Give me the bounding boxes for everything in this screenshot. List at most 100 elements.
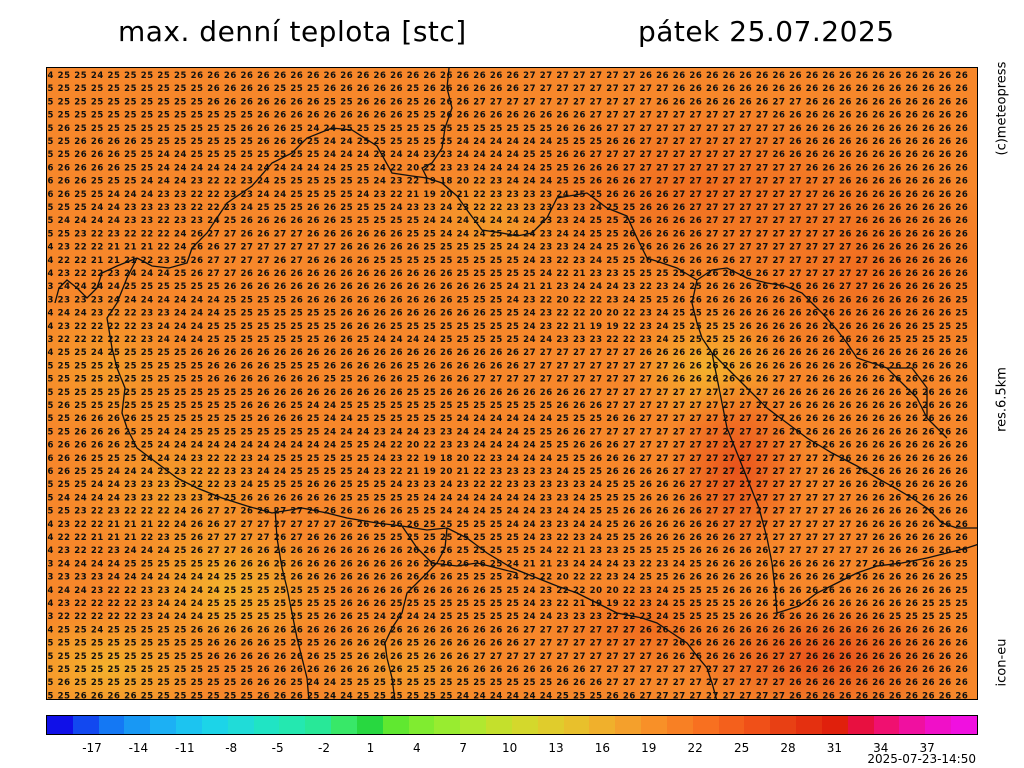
temperature-row: 25 25 25 25 25 25 25 25 25 25 25 25 25 2…	[47, 111, 968, 121]
model-label: icon-eu	[994, 638, 1010, 687]
temperature-row: 25 24 24 24 24 23 23 22 23 23 24 25 26 2…	[47, 216, 968, 226]
legend-tick-label: 31	[826, 741, 843, 755]
temperature-row: 25 25 26 26 26 25 25 24 24 25 25 25 25 2…	[47, 427, 968, 437]
color-scale-legend	[46, 715, 978, 735]
legend-color-cell	[666, 716, 693, 734]
legend-tick-label: -8	[225, 741, 238, 755]
legend-color-cell	[227, 716, 254, 734]
temperature-map: 24 25 25 24 25 25 25 25 25 26 26 26 26 2…	[46, 67, 978, 700]
temperature-row: 25 25 26 26 26 26 25 25 25 25 25 25 25 2…	[47, 137, 968, 147]
temperature-row: 23 22 22 22 22 22 23 24 24 24 25 25 25 2…	[47, 612, 968, 622]
legend-color-cell	[899, 716, 926, 734]
temperature-row: 24 23 22 22 22 22 23 24 24 24 25 25 25 2…	[47, 322, 968, 332]
legend-color-cell	[460, 716, 487, 734]
legend-color-cell	[563, 716, 590, 734]
temperature-row: 24 23 22 22 23 24 24 24 25 26 27 27 26 2…	[47, 269, 968, 279]
temperature-row: 24 23 22 22 21 21 21 22 24 26 26 27 27 2…	[47, 243, 968, 253]
legend-color-cell	[356, 716, 383, 734]
temperature-row: 25 26 25 25 25 25 25 25 25 25 25 25 26 2…	[47, 678, 968, 688]
legend-tick-label: 28	[780, 741, 796, 755]
temperature-row: 25 25 25 25 25 25 25 25 25 25 26 26 26 2…	[47, 84, 968, 94]
legend-color-cell	[537, 716, 564, 734]
temperature-row: 26 26 25 25 24 24 24 23 23 22 22 23 23 2…	[47, 190, 968, 200]
temperature-row: 24 23 22 22 21 21 21 22 24 26 26 27 27 2…	[47, 520, 968, 530]
legend-color-cell	[950, 716, 977, 734]
border-austria-hungary	[384, 527, 448, 699]
temperature-row: 25 25 25 25 25 25 25 25 25 25 25 25 25 2…	[47, 665, 968, 675]
legend-color-cell	[873, 716, 900, 734]
temperature-row: 26 26 26 25 25 25 24 24 24 23 22 22 23 2…	[47, 454, 968, 464]
legend-tick-label: 34	[873, 741, 889, 755]
legend-color-cell	[847, 716, 874, 734]
temperature-row: 24 24 24 23 22 22 23 23 24 24 24 25 25 2…	[47, 586, 968, 596]
legend-tick-label: 4	[412, 741, 421, 755]
legend-color-cell	[253, 716, 280, 734]
temperature-map-svg: 24 25 25 24 25 25 25 25 25 26 26 26 26 2…	[47, 68, 977, 700]
temperature-row: 24 22 22 21 21 21 22 23 25 26 27 27 27 2…	[47, 256, 968, 266]
border-czech-austria	[106, 257, 448, 531]
legend-tick-label: 1	[366, 741, 375, 755]
border-czech-poland	[426, 177, 698, 281]
temperature-row: 23 24 24 24 24 25 25 25 25 25 25 26 26 2…	[47, 559, 968, 569]
legend-tick-label: -17	[82, 741, 102, 755]
temperature-row: 26 26 26 25 25 25 24 24 24 23 22 22 23 2…	[47, 177, 968, 187]
border-czech-slovakia	[446, 527, 718, 699]
border-hungary-east	[776, 543, 977, 614]
resolution-label: res.6.5km	[994, 367, 1010, 432]
temperature-row: 25 25 26 26 26 25 25 24 24 25 25 25 25 2…	[47, 150, 968, 160]
legend-tick-label: -14	[128, 741, 149, 755]
legend-color-cell	[47, 716, 73, 734]
legend-tick-label: 13	[548, 741, 564, 755]
legend-color-cell	[511, 716, 538, 734]
temperature-row: 26 26 26 26 26 25 25 24 24 24 24 24 24 2…	[47, 441, 968, 451]
cooler-region-south	[307, 618, 507, 699]
legend-color-cell	[589, 716, 616, 734]
legend-color-cell	[744, 716, 771, 734]
legend-tick-label: 7	[459, 741, 468, 755]
temperature-row: 25 26 25 25 25 25 25 25 25 25 25 25 26 2…	[47, 124, 968, 134]
temperature-row: 25 25 25 24 24 23 23 23 23 22 22 23 24 2…	[47, 480, 968, 490]
temperature-row: 25 25 25 25 25 25 25 25 25 25 26 26 26 2…	[47, 639, 968, 649]
legend-color-cell	[615, 716, 642, 734]
temperature-row: 25 25 25 25 25 25 25 25 25 25 26 26 26 2…	[47, 361, 968, 371]
temperature-row: 25 25 26 26 26 26 25 25 25 25 25 25 25 2…	[47, 691, 968, 700]
copyright-label: (c)meteopress	[994, 61, 1010, 156]
legend-color-cell	[98, 716, 125, 734]
temperature-row: 25 25 25 25 25 25 25 25 25 25 26 26 26 2…	[47, 375, 968, 385]
hot-region-hungary	[677, 598, 977, 699]
border-danube-north	[401, 525, 518, 574]
legend-color-cell	[176, 716, 202, 734]
border-czech-north	[136, 127, 428, 269]
legend-tick-label: 16	[594, 741, 611, 755]
border-slovakia-south	[711, 352, 778, 614]
legend-color-cell	[382, 716, 409, 734]
legend-tick-label: -11	[174, 741, 195, 755]
forecast-date: pátek 25.07.2025	[638, 15, 895, 48]
legend-color-cell	[925, 716, 951, 734]
country-borders	[54, 68, 977, 699]
map-title: max. denní teplota [stc]	[118, 15, 467, 48]
temperature-row: 24 25 25 24 25 25 25 25 25 26 26 26 26 2…	[47, 348, 968, 358]
legend-color-cell	[279, 716, 306, 734]
temperature-row: 23 22 22 22 22 22 23 24 24 24 25 25 25 2…	[47, 335, 968, 345]
legend-color-cell	[201, 716, 228, 734]
legend-color-cell	[305, 716, 332, 734]
temperature-row: 23 23 23 23 24 24 24 24 24 24 24 25 25 2…	[47, 573, 968, 583]
border-germany-poland	[421, 68, 453, 179]
legend-color-cell	[641, 716, 667, 734]
legend-color-cell	[331, 716, 357, 734]
legend-color-cell	[821, 716, 848, 734]
temperature-row: 25 25 25 25 25 25 25 25 25 25 26 26 26 2…	[47, 652, 968, 662]
border-east-river	[886, 367, 928, 419]
cool-region-southwest-corner	[47, 608, 217, 699]
temperature-row: 25 26 25 25 25 25 25 25 25 25 25 25 26 2…	[47, 401, 968, 411]
temperature-row: 24 22 22 21 21 21 22 23 25 26 27 27 27 2…	[47, 533, 968, 543]
temperature-row: 24 23 22 22 23 24 24 24 25 26 27 27 26 2…	[47, 546, 968, 556]
legend-tick-label: 19	[641, 741, 657, 755]
temperature-row: 25 25 25 25 25 25 25 25 25 25 26 26 26 2…	[47, 97, 968, 107]
temperature-row: 25 24 24 24 24 23 23 22 23 23 24 25 26 2…	[47, 493, 968, 503]
temperature-row: 25 25 25 24 24 23 23 23 23 22 22 23 24 2…	[47, 203, 968, 213]
border-slovakia-hungary	[691, 279, 977, 529]
hot-region-danube	[667, 378, 807, 558]
legend-tick-label: -2	[318, 741, 330, 755]
